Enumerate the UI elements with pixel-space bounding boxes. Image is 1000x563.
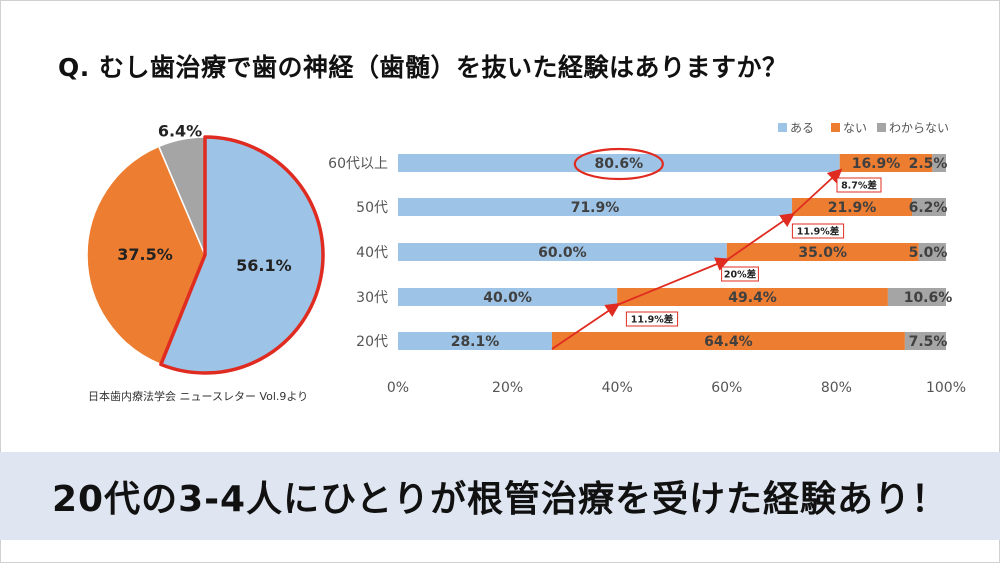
x-tick-label: 100% <box>926 380 966 396</box>
category-label: 30代 <box>356 290 388 306</box>
bar-segment <box>617 288 888 306</box>
pie-slice-2 <box>86 145 206 366</box>
trend-arrow <box>726 212 795 261</box>
x-tick-label: 0% <box>387 380 409 396</box>
bar-value-label: 21.9% <box>828 200 877 216</box>
bar-segment <box>726 243 919 261</box>
bar-value-label: 64.4% <box>704 334 753 350</box>
conclusion-banner <box>0 452 1000 540</box>
difference-label: 11.9%差 <box>631 314 674 326</box>
bar-segment <box>398 288 618 306</box>
conclusion-text: 20代の3-4人にひとりが根管治療を受けた経験あり！ <box>51 479 949 520</box>
bar-segment <box>398 198 793 216</box>
pie-label-2: 37.5% <box>117 245 173 264</box>
bar-segment <box>912 198 946 216</box>
bar-segment <box>904 332 946 350</box>
legend-label-2: ない <box>843 121 867 135</box>
stacked-bar-chart: ある ない わからない 60代以上 80.6% 16.9% 2.5% 50代 71.9% 21.9… <box>328 121 966 396</box>
bar-segment <box>551 332 905 350</box>
difference-badge <box>836 177 882 193</box>
x-tick-label: 60% <box>711 380 742 396</box>
bar-value-label: 71.9% <box>571 200 620 216</box>
bar-value-label: 7.5% <box>909 334 948 350</box>
difference-badge <box>721 266 759 282</box>
legend-swatch-2 <box>831 123 840 132</box>
x-tick-label: 80% <box>821 380 852 396</box>
difference-badge <box>791 223 845 239</box>
legend-swatch-3 <box>877 123 886 132</box>
bar-segment <box>398 243 727 261</box>
bar-segment <box>792 198 913 216</box>
bar-value-label: 49.4% <box>728 290 777 306</box>
pie-label-1: 56.1% <box>236 256 292 275</box>
bar-value-label: 2.5% <box>909 156 948 172</box>
bar-segment <box>398 154 840 172</box>
bar-value-label: 80.6% <box>595 156 644 172</box>
bar-value-label: 16.9% <box>852 156 901 172</box>
x-tick-label: 20% <box>492 380 523 396</box>
bar-segment <box>887 288 946 306</box>
bar-value-label: 28.1% <box>451 334 500 350</box>
pie-chart: 56.1% 37.5% 6.4% <box>86 122 325 375</box>
category-label: 60代以上 <box>328 156 388 172</box>
category-label: 20代 <box>356 334 388 350</box>
difference-label: 20%差 <box>724 269 757 281</box>
legend-label-3: わからない <box>889 121 949 135</box>
bar-segment <box>839 154 933 172</box>
bar-segment <box>398 332 552 350</box>
bar-value-label: 40.0% <box>483 290 532 306</box>
bar-value-label: 5.0% <box>909 245 948 261</box>
bar-segment <box>932 154 946 172</box>
trend-arrow <box>551 302 621 350</box>
difference-badge <box>625 311 679 327</box>
bar-value-label: 60.0% <box>538 245 587 261</box>
bar-value-label: 6.2% <box>909 200 948 216</box>
x-tick-label: 40% <box>602 380 633 396</box>
legend-swatch-1 <box>778 123 787 132</box>
bar-segment <box>918 243 946 261</box>
legend-label-1: ある <box>790 121 814 135</box>
pie-highlight-outline <box>159 135 325 375</box>
difference-label: 11.9%差 <box>797 226 840 238</box>
category-label: 50代 <box>356 200 388 216</box>
pie-label-3: 6.4% <box>158 122 202 141</box>
trend-arrow <box>791 168 843 216</box>
question-title: Q. むし歯治療で歯の神経（歯髄）を抜いた経験はありますか？ <box>58 53 788 82</box>
bar-value-label: 35.0% <box>798 245 847 261</box>
trend-arrow <box>616 257 731 306</box>
source-note: 日本歯内療法学会 ニュースレター Vol.9より <box>88 390 309 403</box>
category-label: 40代 <box>356 245 388 261</box>
highlight-ellipse <box>573 147 664 181</box>
difference-label: 8.7%差 <box>841 180 877 192</box>
bar-value-label: 10.6% <box>904 290 953 306</box>
